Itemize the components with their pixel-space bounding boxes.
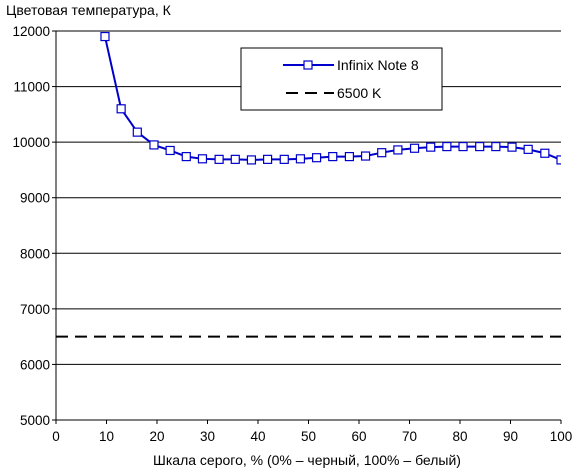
data-point-1 [116, 104, 126, 114]
y-tick-label-8000: 8000 [20, 246, 50, 261]
x-tick-label-90: 90 [503, 429, 518, 444]
data-point-26 [523, 144, 533, 154]
data-point-4 [165, 145, 175, 156]
legend-box [240, 47, 443, 111]
y-axis-title: Цветовая температура, К [6, 2, 172, 18]
data-point-10 [262, 154, 273, 164]
data-point-24 [491, 141, 501, 152]
data-point-17 [377, 148, 387, 158]
y-tick-label-6000: 6000 [20, 357, 50, 372]
y-tick-label-12000: 12000 [12, 24, 50, 39]
x-tick-label-0: 0 [52, 429, 60, 444]
data-point-7 [214, 154, 224, 164]
x-axis-ticks: 0 10 20 30 40 50 60 70 80 90 100 [52, 420, 572, 444]
x-tick-label-20: 20 [149, 429, 164, 444]
data-point-28 [556, 155, 561, 165]
y-tick-label-11000: 11000 [13, 80, 50, 95]
data-point-9 [246, 155, 257, 165]
data-point-6 [197, 154, 208, 164]
legend-6500k-label: 6500 K [337, 85, 382, 101]
data-point-19 [409, 143, 420, 153]
data-point-22 [458, 141, 468, 152]
data-point-5 [181, 151, 191, 162]
legend: Infinix Note 8 6500 K [240, 47, 443, 111]
data-point-13 [311, 153, 322, 163]
data-point-25 [507, 142, 517, 152]
x-tick-label-10: 10 [99, 429, 114, 444]
data-point-15 [344, 151, 355, 162]
y-tick-label-9000: 9000 [20, 191, 50, 206]
data-point-27 [540, 148, 550, 158]
data-point-18 [393, 145, 403, 155]
x-tick-label-80: 80 [452, 429, 467, 444]
data-point-20 [426, 142, 436, 152]
y-tick-label-5000: 5000 [20, 413, 50, 428]
data-point-3 [149, 140, 159, 150]
x-axis-title: Шкала серого, % (0% – черный, 100% – бел… [153, 452, 461, 468]
legend-infinix-label: Infinix Note 8 [337, 57, 419, 73]
data-point-21 [442, 141, 452, 152]
legend-infinix-marker [303, 60, 313, 70]
x-tick-label-70: 70 [402, 429, 417, 444]
data-point-23 [475, 141, 485, 152]
series-infinix-note-8 [100, 31, 561, 165]
x-tick-label-30: 30 [200, 429, 215, 444]
series-layer [56, 31, 561, 338]
data-point-8 [230, 154, 240, 164]
data-point-16 [360, 151, 371, 161]
x-tick-label-100: 100 [550, 429, 573, 444]
data-point-0 [100, 31, 110, 42]
y-tick-label-10000: 10000 [12, 135, 50, 150]
y-axis-ticks: 5000 6000 7000 8000 9000 10000 11000 12000 [12, 24, 56, 428]
y-tick-label-7000: 7000 [20, 302, 50, 317]
data-point-2 [132, 127, 142, 137]
x-tick-label-60: 60 [351, 429, 366, 444]
data-point-11 [279, 154, 289, 164]
x-tick-label-40: 40 [250, 429, 265, 444]
x-tick-label-50: 50 [301, 429, 316, 444]
data-point-14 [328, 151, 338, 162]
data-point-12 [295, 154, 306, 164]
